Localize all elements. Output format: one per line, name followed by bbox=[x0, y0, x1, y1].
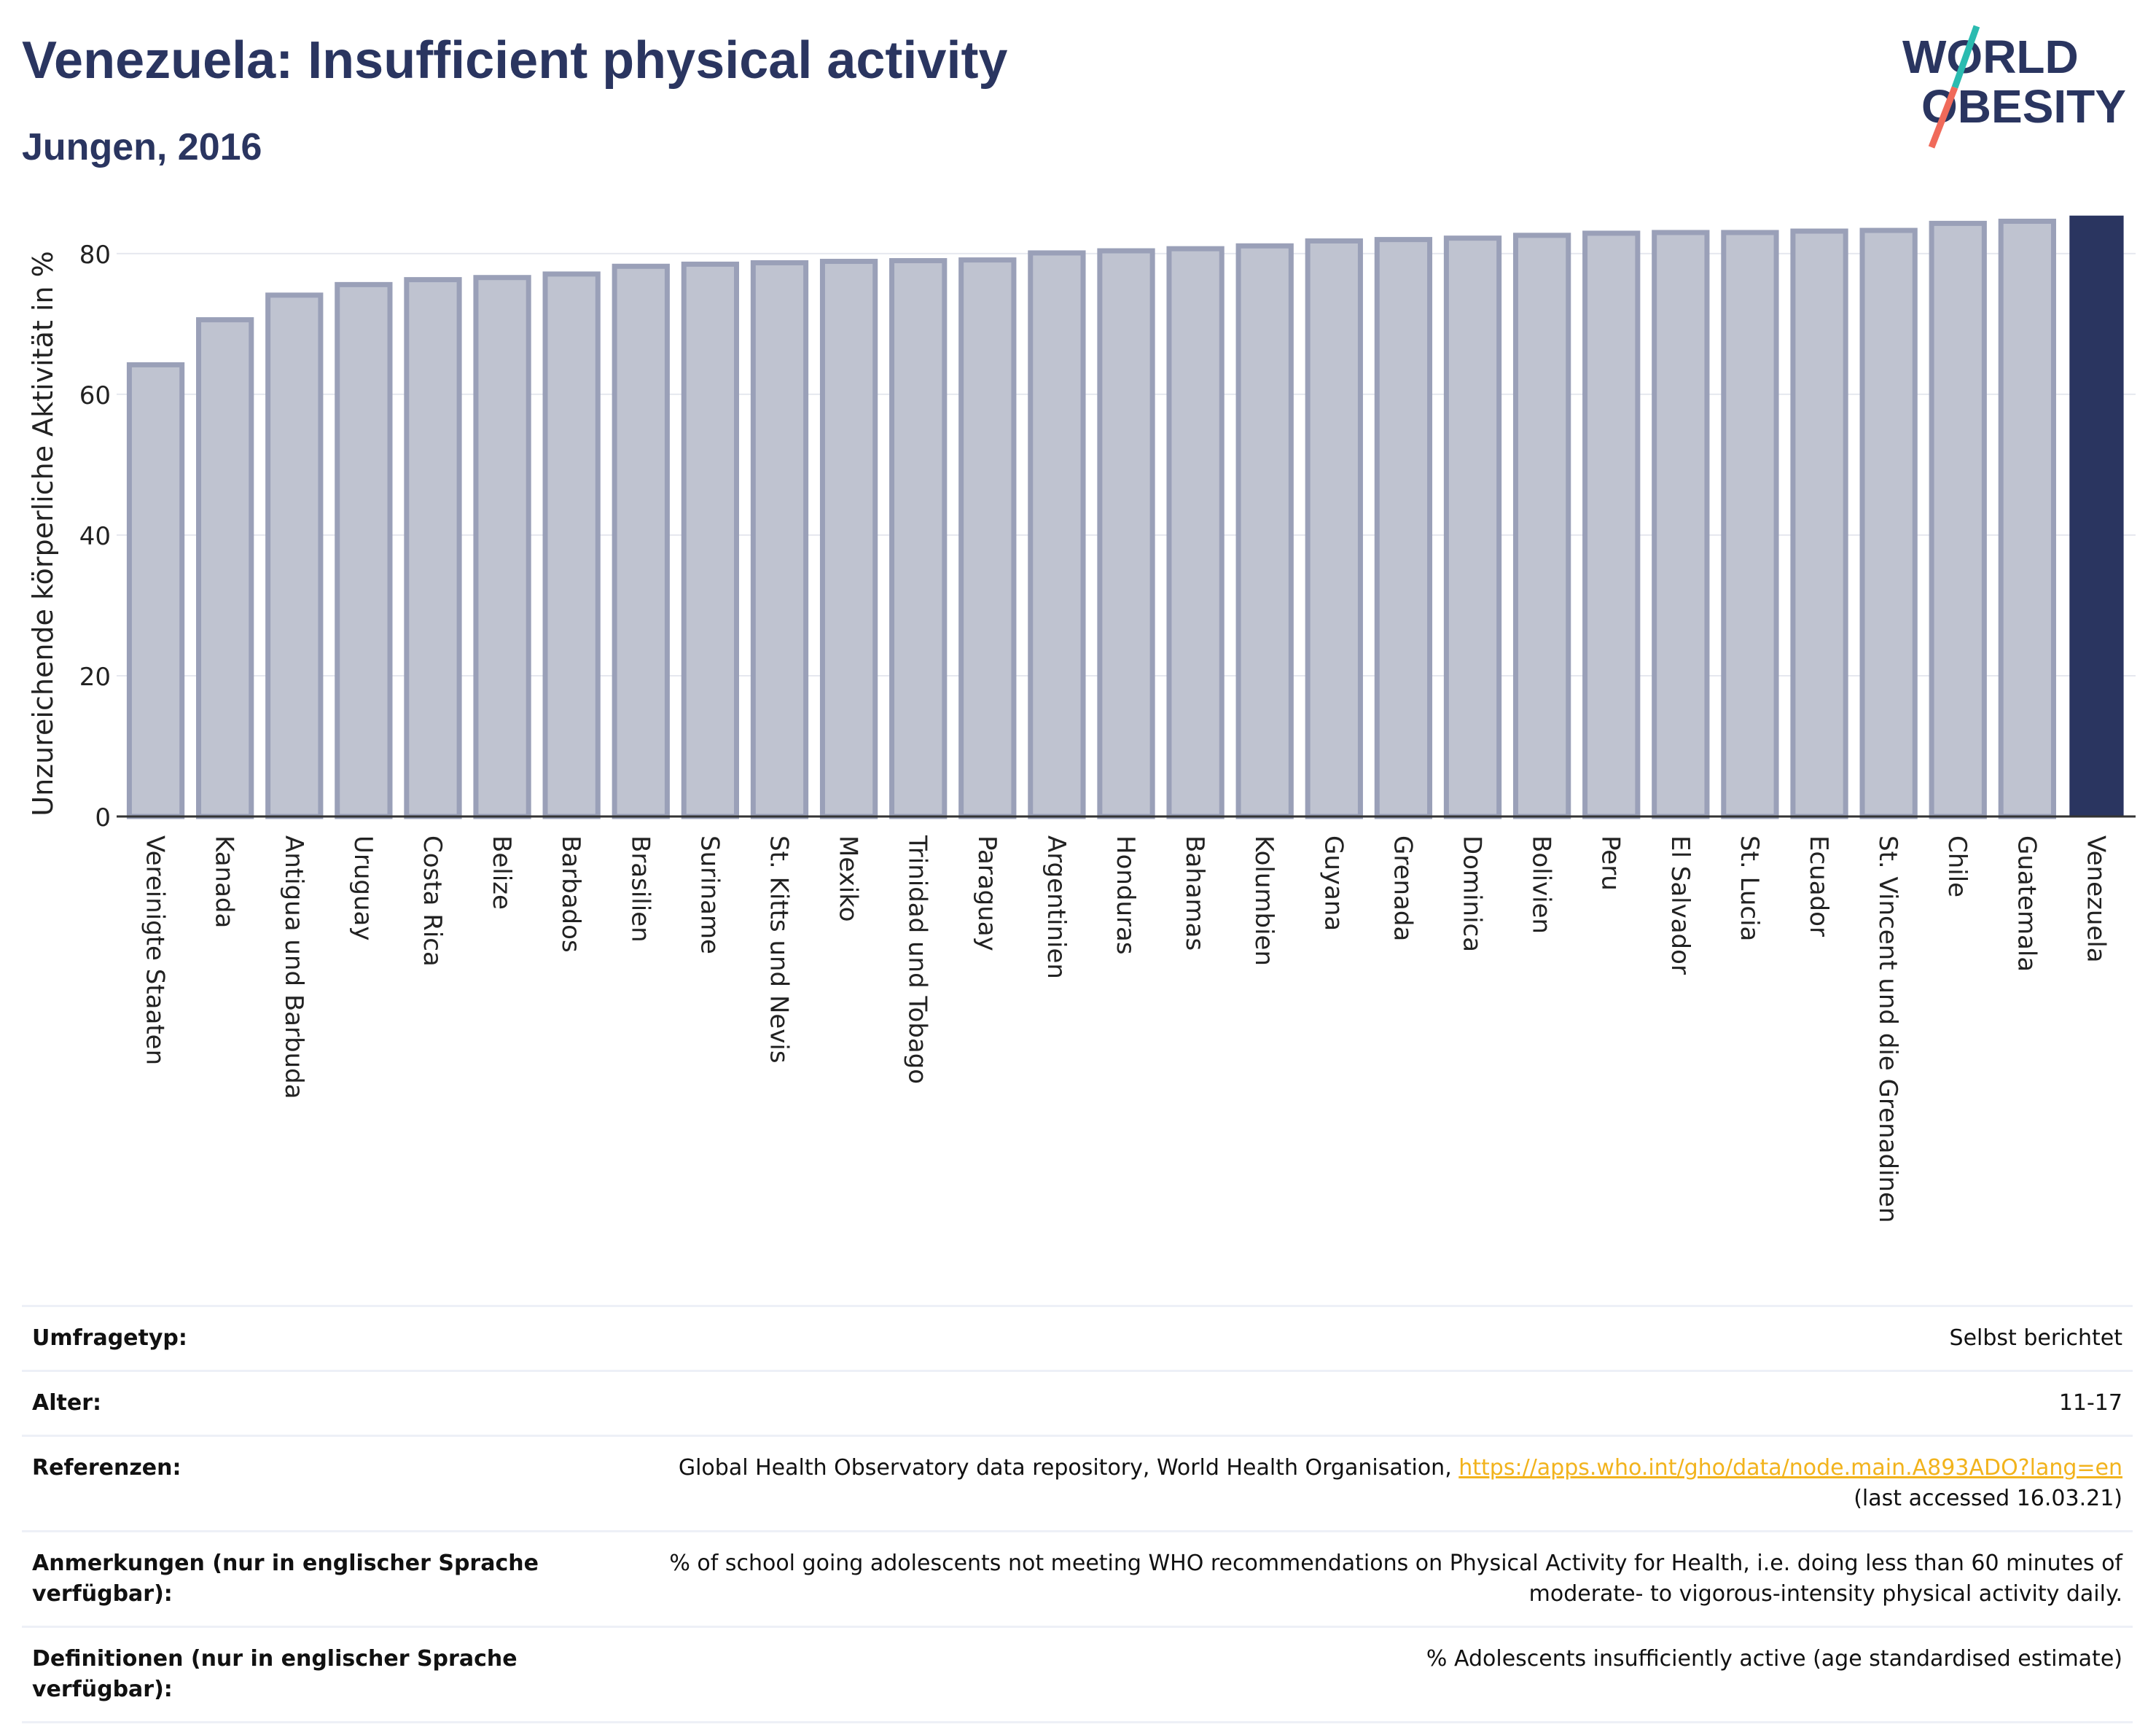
bar-st-vincent-und-die-grenadinen bbox=[1859, 227, 1918, 819]
info-label: Referenzen: bbox=[22, 1435, 552, 1532]
x-tick-label: Paraguay bbox=[972, 835, 1001, 951]
x-tick-label: St. Vincent und die Grenadinen bbox=[1873, 835, 1902, 1223]
x-tick-label: Kanada bbox=[210, 835, 239, 928]
y-axis-label: Unzureichende körperliche Aktivität in % bbox=[27, 251, 59, 816]
bar-brasilien bbox=[612, 263, 670, 819]
bar-suriname bbox=[681, 261, 740, 819]
info-value: % of school going adolescents not meetin… bbox=[552, 1530, 2133, 1627]
bar-costa-rica bbox=[404, 277, 462, 819]
bar-st-kitts-und-nevis bbox=[750, 260, 809, 819]
x-tick-label: Honduras bbox=[1111, 835, 1140, 955]
bar-grenada bbox=[1374, 237, 1433, 819]
info-value: % Adolescents insufficiently active (age… bbox=[552, 1626, 2133, 1723]
info-value: Global Health Observatory data repositor… bbox=[552, 1435, 2133, 1532]
y-tick-label: 80 bbox=[79, 241, 111, 270]
x-tick-label: Vereinigte Staaten bbox=[141, 835, 170, 1065]
reference-accessed: (last accessed 16.03.21) bbox=[1854, 1486, 2122, 1511]
bar-el-salvador bbox=[1652, 230, 1710, 819]
bar-chile bbox=[1929, 220, 1987, 819]
bar-vereinigte-staaten bbox=[126, 362, 185, 819]
bar-st-lucia bbox=[1721, 230, 1779, 819]
x-tick-label: Mexiko bbox=[834, 835, 863, 922]
x-tick-label: Peru bbox=[1596, 835, 1625, 891]
x-tick-label: Guyana bbox=[1319, 835, 1348, 931]
logo-slash-coral bbox=[1928, 86, 1958, 149]
info-label: Anmerkungen (nur in englischer Sprache v… bbox=[22, 1530, 552, 1627]
x-tick-label: Chile bbox=[1942, 835, 1972, 897]
bar-peru bbox=[1582, 230, 1641, 819]
x-tick-label: Bolivien bbox=[1527, 835, 1556, 934]
bar-bolivien bbox=[1512, 233, 1571, 819]
bar-uruguay bbox=[335, 281, 393, 819]
bar-guatemala bbox=[1998, 219, 2056, 819]
info-row-survey-type: Umfragetyp: Selbst berichtet bbox=[22, 1305, 2133, 1371]
bar-honduras bbox=[1097, 248, 1155, 819]
x-tick-label: Grenada bbox=[1388, 835, 1417, 941]
bar-mexiko bbox=[819, 259, 878, 819]
reference-text: Global Health Observatory data repositor… bbox=[678, 1455, 1459, 1481]
y-tick-label: 40 bbox=[79, 522, 111, 551]
info-label: Umfragetyp: bbox=[22, 1305, 552, 1371]
y-tick-label: 60 bbox=[79, 381, 111, 410]
bar-argentinien bbox=[1028, 250, 1086, 819]
x-tick-label: Ecuador bbox=[1804, 835, 1833, 937]
info-value: 11-17 bbox=[552, 1370, 2133, 1436]
x-tick-label: St. Lucia bbox=[1735, 835, 1764, 941]
bars bbox=[126, 215, 2124, 819]
bar-barbados bbox=[542, 271, 601, 819]
x-tick-label: Guatemala bbox=[2012, 835, 2041, 972]
x-tick-label: Suriname bbox=[695, 835, 724, 954]
bar-antigua-und-barbuda bbox=[265, 292, 324, 819]
logo-slash-teal bbox=[1951, 25, 1980, 89]
info-table: Umfragetyp: Selbst berichtet Alter: 11-1… bbox=[22, 1305, 2133, 1723]
chart-title: Venezuela: Insufficient physical activit… bbox=[22, 31, 1008, 90]
bar-bahamas bbox=[1166, 246, 1225, 819]
x-tick-label: Uruguay bbox=[348, 835, 378, 941]
info-row-references: Referenzen: Global Health Observatory da… bbox=[22, 1435, 2133, 1532]
info-label: Definitionen (nur in englischer Sprache … bbox=[22, 1626, 552, 1723]
x-tick-label: Bahamas bbox=[1180, 835, 1209, 951]
bar-kolumbien bbox=[1235, 243, 1294, 819]
bar-kanada bbox=[196, 317, 254, 819]
x-tick-label: Antigua und Barbuda bbox=[279, 835, 308, 1099]
x-tick-label: Kolumbien bbox=[1249, 835, 1278, 966]
axes: 0 20 40 60 80 Vereinigte Staaten Kanada Antigua… bbox=[79, 241, 2136, 1223]
bar-venezuela bbox=[2069, 215, 2124, 818]
info-row-age: Alter: 11-17 bbox=[22, 1370, 2133, 1436]
x-tick-label: Venezuela bbox=[2081, 835, 2110, 963]
reference-link[interactable]: https://apps.who.int/gho/data/node.main.… bbox=[1458, 1455, 2122, 1481]
x-tick-label: Costa Rica bbox=[418, 835, 447, 967]
x-tick-label: Dominica bbox=[1458, 835, 1487, 952]
bar-paraguay bbox=[958, 257, 1017, 819]
x-tick-label: Belize bbox=[487, 835, 516, 910]
bar-ecuador bbox=[1790, 228, 1848, 819]
bar-guyana bbox=[1305, 238, 1363, 819]
info-label: Alter: bbox=[22, 1370, 552, 1436]
chart-subtitle: Jungen, 2016 bbox=[22, 126, 262, 168]
info-value: Selbst berichtet bbox=[552, 1305, 2133, 1371]
world-obesity-logo: WORLD OBESITY bbox=[1902, 25, 2126, 149]
x-tick-label: Barbados bbox=[556, 835, 585, 953]
logo-text-world: WORLD bbox=[1902, 31, 2079, 83]
bar-trinidad-und-tobago bbox=[889, 258, 948, 819]
x-tick-label: El Salvador bbox=[1665, 835, 1695, 975]
y-tick-label: 0 bbox=[95, 803, 111, 833]
info-row-definitions: Definitionen (nur in englischer Sprache … bbox=[22, 1626, 2133, 1723]
info-row-notes: Anmerkungen (nur in englischer Sprache v… bbox=[22, 1530, 2133, 1627]
bar-belize bbox=[473, 275, 531, 819]
bar-chart: 0 20 40 60 80 Vereinigte Staaten Kanada Antigua… bbox=[27, 215, 2136, 1223]
y-tick-label: 20 bbox=[79, 663, 111, 692]
x-tick-label: Brasilien bbox=[625, 835, 655, 943]
bar-dominica bbox=[1443, 235, 1502, 819]
x-tick-label: Argentinien bbox=[1042, 835, 1071, 979]
x-tick-label: St. Kitts und Nevis bbox=[764, 835, 793, 1064]
x-tick-label: Trinidad und Tobago bbox=[903, 835, 932, 1084]
